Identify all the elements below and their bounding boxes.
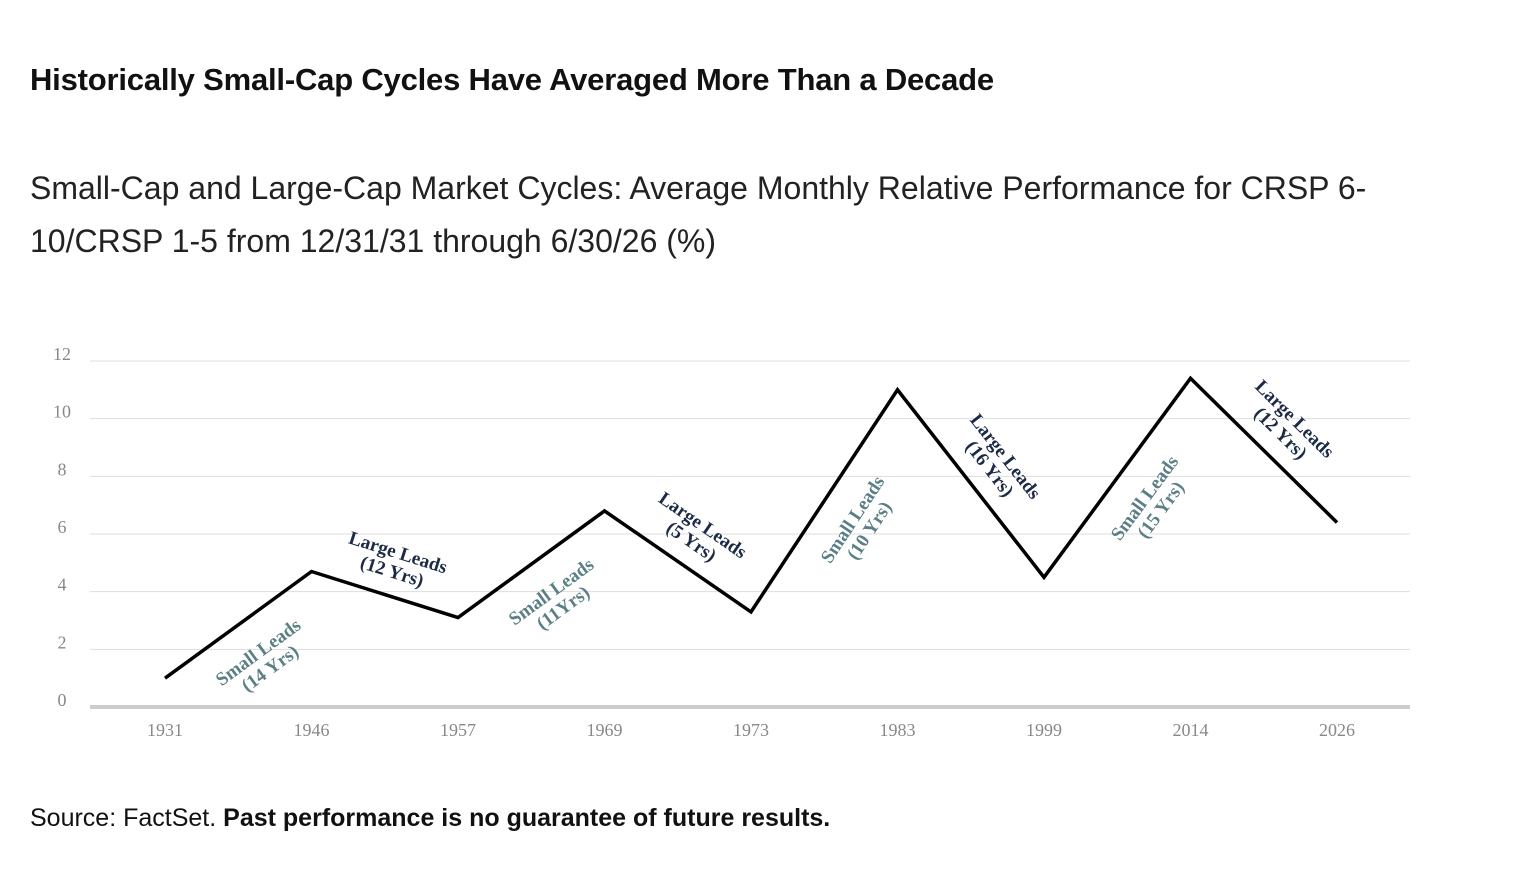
y-tick-label: 0 <box>58 690 67 710</box>
source-prefix: Source: FactSet. <box>30 804 217 832</box>
x-tick-label: 1946 <box>294 720 330 740</box>
x-tick-label: 2026 <box>1319 720 1355 740</box>
x-tick-label: 1969 <box>587 720 623 740</box>
performance-disclaimer: Past performance is no guarantee of futu… <box>223 804 831 832</box>
x-tick-label: 1957 <box>440 720 476 740</box>
cycle-annotation: Large Leads(12 Yrs) <box>1250 376 1338 464</box>
cycle-annotation: Small Leads(14 Yrs) <box>212 615 305 697</box>
cycle-annotations: Small Leads(14 Yrs) Large Leads(12 Yrs) Sm… <box>212 376 1338 697</box>
chart-title: Historically Small-Cap Cycles Have Avera… <box>30 62 994 97</box>
cycle-annotation: Small Leads(10 Yrs) <box>817 472 897 567</box>
y-tick-label: 12 <box>53 344 71 364</box>
x-tick-label: 1931 <box>147 720 183 740</box>
x-tick-label: 2014 <box>1173 720 1209 740</box>
x-tick-label: 1973 <box>733 720 769 740</box>
y-tick-label: 2 <box>58 632 67 652</box>
y-tick-label: 6 <box>58 517 67 537</box>
grid-lines <box>90 360 1410 709</box>
series-line-path <box>163 375 1339 680</box>
cycle-line-chart: 0 2 4 6 8 10 12 1931 1946 1957 1969 1973 1983 1999 20… <box>53 344 1410 740</box>
y-axis-ticks: 0 2 4 6 8 10 12 <box>53 344 71 710</box>
cycle-annotation: Large Leads(16 Yrs) <box>961 410 1045 503</box>
x-tick-label: 1983 <box>880 720 916 740</box>
x-axis-ticks: 1931 1946 1957 1969 1973 1983 1999 2014 2026 <box>147 720 1355 740</box>
source-note: Source: FactSet. Past performance is no … <box>30 804 830 833</box>
series-line <box>163 375 1339 680</box>
y-tick-label: 4 <box>58 575 67 595</box>
x-tick-label: 1999 <box>1026 720 1062 740</box>
y-tick-label: 10 <box>53 402 71 422</box>
chart-subtitle: Small-Cap and Large-Cap Market Cycles: A… <box>30 170 1367 259</box>
cycle-annotation: Small Leads(11Yrs) <box>505 554 598 634</box>
cycle-annotation: Small Leads(15 Yrs) <box>1107 452 1189 545</box>
cycle-annotation: Large Leads(12 Yrs) <box>346 528 449 592</box>
y-tick-label: 8 <box>58 459 67 479</box>
